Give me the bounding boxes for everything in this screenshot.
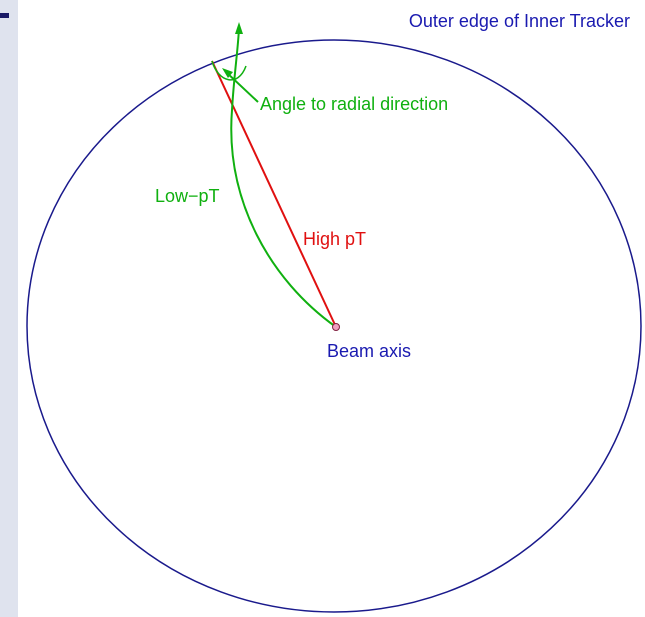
side-strip (0, 0, 18, 617)
low-pt-label: Low−pT (155, 186, 220, 206)
angle-arc (211, 60, 247, 81)
low-pt-track (230, 27, 337, 328)
tracker-edge (26, 39, 642, 613)
angle-pointer (225, 71, 259, 103)
outer-edge-label: Outer edge of Inner Tracker (409, 11, 630, 31)
angle-label: Angle to radial direction (260, 94, 448, 114)
track-arrow (235, 22, 243, 34)
beam-axis-label: Beam axis (327, 341, 411, 361)
angle-pointer-head (222, 68, 233, 78)
side-mark (0, 13, 9, 18)
high-pt-label: High pT (303, 229, 366, 249)
beam-axis-point (332, 323, 340, 331)
